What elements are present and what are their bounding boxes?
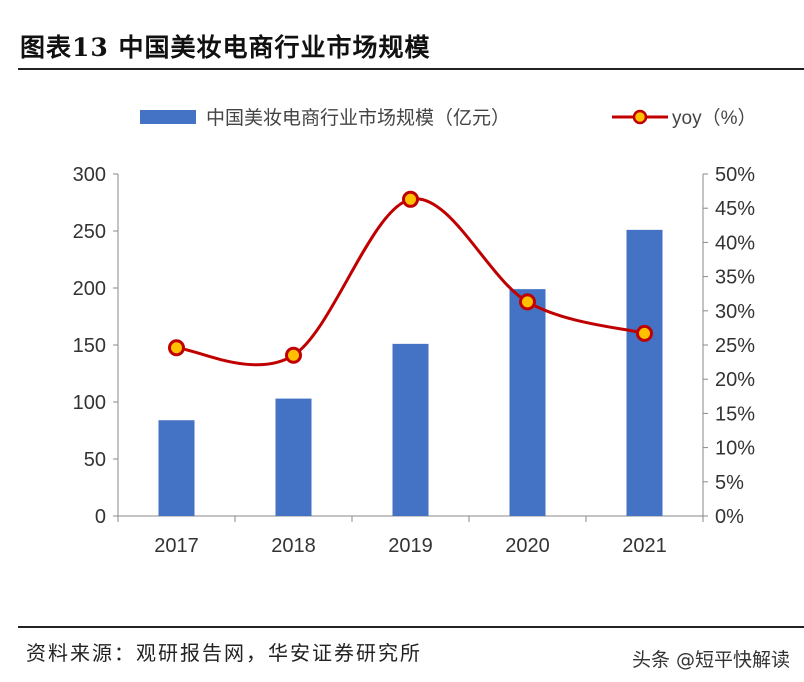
watermark: 头条 @短平快解读 bbox=[631, 649, 790, 671]
legend-bar-label: 中国美妆电商行业市场规模（亿元） bbox=[206, 107, 510, 129]
x-tick-label: 2019 bbox=[388, 535, 433, 557]
right-tick-label: 45% bbox=[715, 198, 755, 220]
source-note: 资料来源：观研报告网，华安证券研究所 bbox=[26, 641, 422, 665]
right-tick-label: 35% bbox=[715, 267, 755, 289]
left-tick-label: 100 bbox=[73, 392, 106, 414]
yoy-point-2018 bbox=[285, 346, 302, 364]
bar-2017 bbox=[158, 420, 195, 516]
left-tick-label: 50 bbox=[84, 449, 106, 471]
yoy-line bbox=[176, 197, 645, 367]
chart-title: 图表13 中国美妆电商行业市场规模 bbox=[20, 33, 431, 62]
right-tick-label: 30% bbox=[715, 301, 755, 323]
left-tick-label: 0 bbox=[95, 506, 106, 528]
x-tick-label: 2020 bbox=[505, 535, 550, 557]
bar-2018 bbox=[275, 398, 312, 516]
legend-line-marker bbox=[632, 109, 648, 125]
left-tick-label: 300 bbox=[73, 164, 106, 186]
yoy-point-2020 bbox=[519, 293, 536, 311]
title-divider bbox=[18, 68, 804, 70]
bar-2019 bbox=[392, 343, 429, 516]
left-tick-label: 250 bbox=[73, 221, 106, 243]
legend-line-label: yoy（%） bbox=[672, 107, 756, 129]
footer-divider bbox=[18, 626, 804, 628]
x-tick-label: 2017 bbox=[154, 535, 199, 557]
left-tick-label: 200 bbox=[73, 278, 106, 300]
yoy-point-2019 bbox=[402, 190, 419, 208]
right-tick-label: 50% bbox=[715, 164, 755, 186]
yoy-point-2021 bbox=[636, 324, 653, 342]
left-tick-label: 150 bbox=[73, 335, 106, 357]
right-tick-label: 40% bbox=[715, 232, 755, 254]
right-tick-label: 15% bbox=[715, 403, 755, 425]
legend: 中国美妆电商行业市场规模（亿元） yoy（%） bbox=[140, 107, 756, 129]
x-tick-label: 2021 bbox=[622, 535, 667, 557]
legend-bar-swatch bbox=[140, 110, 196, 124]
right-tick-label: 25% bbox=[715, 335, 755, 357]
right-tick-label: 20% bbox=[715, 369, 755, 391]
bar-2020 bbox=[509, 289, 546, 516]
right-tick-label: 5% bbox=[715, 472, 744, 494]
yoy-point-2017 bbox=[168, 339, 185, 357]
right-tick-label: 0% bbox=[715, 506, 744, 528]
right-tick-label: 10% bbox=[715, 438, 755, 460]
bar-2021 bbox=[626, 229, 663, 517]
x-tick-label: 2018 bbox=[271, 535, 316, 557]
